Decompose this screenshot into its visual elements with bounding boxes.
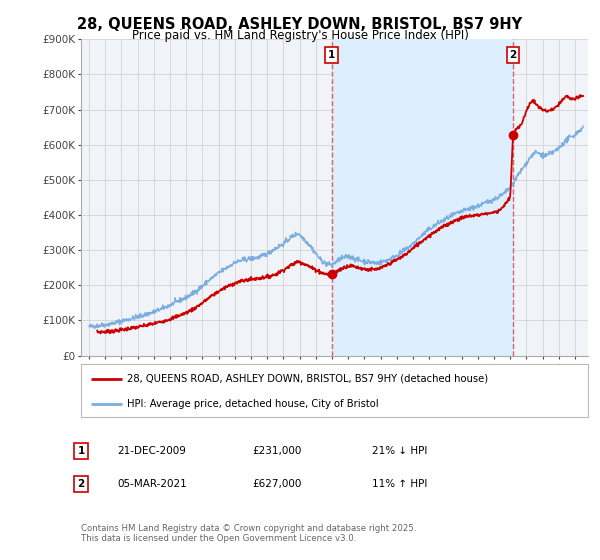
- Text: 2: 2: [77, 479, 85, 489]
- Text: 2: 2: [509, 50, 517, 60]
- Text: Contains HM Land Registry data © Crown copyright and database right 2025.
This d: Contains HM Land Registry data © Crown c…: [81, 524, 416, 543]
- Text: £627,000: £627,000: [252, 479, 301, 489]
- Text: 05-MAR-2021: 05-MAR-2021: [117, 479, 187, 489]
- Bar: [332, 39, 513, 356]
- Text: 28, QUEENS ROAD, ASHLEY DOWN, BRISTOL, BS7 9HY (detached house): 28, QUEENS ROAD, ASHLEY DOWN, BRISTOL, B…: [127, 374, 488, 384]
- Text: 21% ↓ HPI: 21% ↓ HPI: [372, 446, 427, 456]
- Text: 1: 1: [77, 446, 85, 456]
- Text: HPI: Average price, detached house, City of Bristol: HPI: Average price, detached house, City…: [127, 399, 378, 409]
- Text: Price paid vs. HM Land Registry's House Price Index (HPI): Price paid vs. HM Land Registry's House …: [131, 29, 469, 42]
- Text: £231,000: £231,000: [252, 446, 301, 456]
- Text: 28, QUEENS ROAD, ASHLEY DOWN, BRISTOL, BS7 9HY: 28, QUEENS ROAD, ASHLEY DOWN, BRISTOL, B…: [77, 17, 523, 32]
- Text: 1: 1: [328, 50, 335, 60]
- Text: 11% ↑ HPI: 11% ↑ HPI: [372, 479, 427, 489]
- Text: 21-DEC-2009: 21-DEC-2009: [117, 446, 186, 456]
